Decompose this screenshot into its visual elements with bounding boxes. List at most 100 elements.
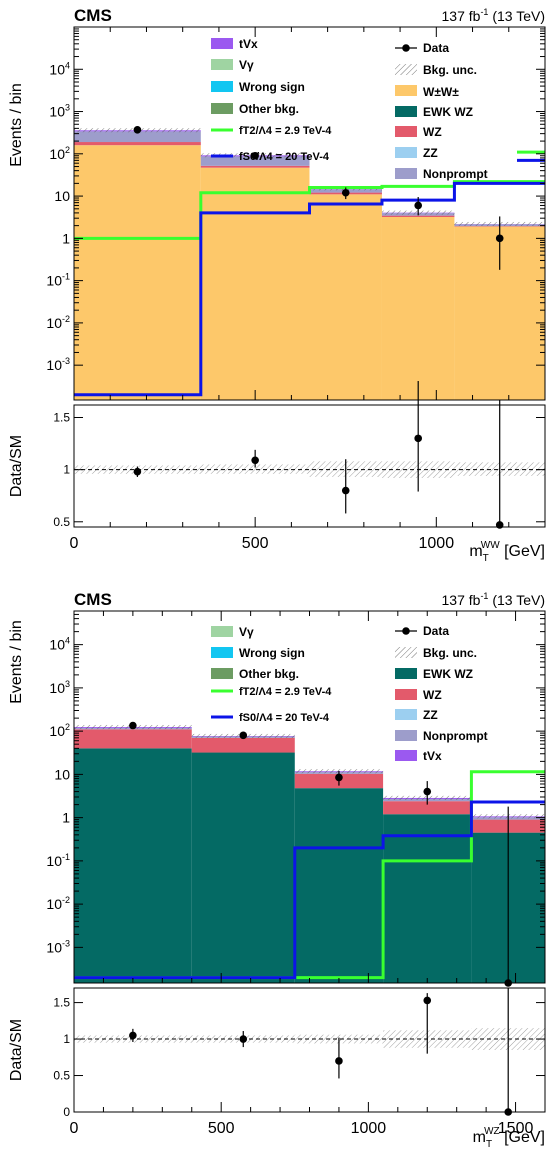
ratio-tick-label: 0: [63, 1105, 70, 1119]
stack-bar: [201, 166, 310, 168]
legend-label: Vγ: [239, 625, 254, 639]
legend-label: tVx: [239, 37, 258, 51]
legend-label: Other bkg.: [239, 667, 299, 681]
stack-bar: [383, 814, 471, 983]
cms-label: CMS: [74, 6, 112, 25]
y-tick-label: 1: [62, 230, 70, 246]
x-tick-label: 0: [70, 535, 79, 552]
legend-label: Other bkg.: [239, 102, 299, 116]
y-tick-label: 10-3: [46, 356, 70, 373]
legend-label: Bkg. unc.: [423, 646, 477, 660]
stack-bar: [74, 748, 192, 983]
data-point: [496, 235, 504, 243]
legend-label: Wrong sign: [239, 80, 305, 94]
x-tick-label: 500: [242, 535, 269, 552]
y-axis-title: Events / bin: [8, 83, 25, 167]
legend-label: Bkg. unc.: [423, 63, 477, 77]
ratio-tick-label: 0.5: [53, 515, 70, 529]
legend-label: WZ: [423, 125, 442, 139]
legend-label: ZZ: [423, 146, 438, 160]
y-tick-label: 103: [49, 679, 70, 696]
stack-bar: [310, 194, 382, 400]
y-tick-label: 10-2: [46, 895, 70, 912]
legend-label: ZZ: [423, 708, 438, 722]
legend-label: Nonprompt: [423, 167, 488, 181]
ratio-point: [251, 456, 259, 464]
y-tick-label: 103: [49, 103, 70, 120]
legend-data-point: [402, 44, 410, 52]
cms-label: CMS: [74, 590, 112, 609]
x-axis-title: mTWW [GeV]: [469, 540, 545, 564]
energy-label: (13 TeV): [488, 8, 545, 24]
legend-label: Wrong sign: [239, 646, 305, 660]
legend-swatch-vgamma: [211, 626, 233, 637]
y-tick-label: 10-3: [46, 938, 70, 955]
y-tick-label: 10-1: [46, 852, 70, 869]
lumi-value: 137 fb: [442, 592, 481, 608]
y-tick-label: 102: [49, 145, 70, 162]
y-tick-label: 10-1: [46, 272, 70, 289]
y-axis-title: Events / bin: [8, 620, 25, 704]
legend-swatch-ww: [395, 85, 417, 96]
y-tick-label: 10: [54, 188, 70, 204]
data-point: [423, 788, 431, 796]
legend-label: fT2/Λ4 = 2.9 TeV-4: [239, 686, 332, 698]
data-point: [414, 202, 422, 210]
y-tick-label: 10: [54, 766, 70, 782]
legend-swatch-bkg-unc: [395, 647, 417, 658]
chart-mtww: CMS 137 fb-1 (13 TeV) 10-310-210-1110102…: [8, 6, 545, 564]
stack-bar: [382, 217, 454, 400]
legend-swatch-nonprompt: [395, 168, 417, 179]
data-point: [342, 189, 350, 197]
legend-label: Data: [423, 624, 449, 638]
stack-bar: [74, 142, 201, 145]
data-point: [134, 126, 142, 134]
lumi-label: 137 fb-1 (13 TeV): [442, 591, 546, 608]
legend-label: fS0/Λ4 = 20 TeV-4: [239, 712, 330, 724]
ratio-axis-title: Data/SM: [8, 435, 25, 497]
legend-label: tVx: [423, 749, 442, 763]
legend-swatch-other-bkg: [211, 668, 233, 679]
ratio-point: [239, 1035, 247, 1043]
legend-label: W±W±: [423, 85, 459, 99]
legend-label: Nonprompt: [423, 729, 488, 743]
legend-swatch-other-bkg: [211, 103, 233, 114]
legend-swatch-ewk-wz: [395, 668, 417, 679]
legend-swatch-wrong-sign: [211, 647, 233, 658]
ratio-point: [496, 521, 504, 529]
ratio-tick-label: 1.5: [53, 996, 70, 1010]
chart-mtwz: CMS 137 fb-1 (13 TeV) 10-3 10-2 10-1 1 10 102…: [8, 590, 545, 1150]
x-tick-label: 500: [208, 1120, 235, 1137]
x-tick-label: 0: [70, 1120, 79, 1137]
ratio-tick-label: 1: [63, 463, 70, 477]
x-tick-label: 1000: [419, 535, 455, 552]
ratio-axis-title: Data/SM: [8, 1019, 25, 1081]
lumi-value: 137 fb: [442, 8, 481, 24]
legend-swatch-wz: [395, 126, 417, 137]
legend-swatch-wrong-sign: [211, 81, 233, 92]
legend-label: WZ: [423, 688, 442, 702]
legend-label: Vγ: [239, 58, 254, 72]
legend-swatch-zz: [395, 709, 417, 720]
y-tick-label: 1: [62, 810, 70, 826]
stack-bar: [201, 168, 310, 400]
stack-bar: [295, 788, 383, 983]
legend-swatch-tvx: [211, 38, 233, 49]
ratio-plot-area: 0.5 1 1.5 0 500 1000: [53, 381, 545, 552]
data-point: [335, 774, 343, 782]
legend-label: fT2/Λ4 = 2.9 TeV-4: [239, 125, 332, 137]
legend-label: EWK WZ: [423, 105, 473, 119]
legend: tVx Vγ Wrong sign Other bkg. fT2/Λ4 = 2.…: [211, 37, 488, 181]
ratio-tick-label: 0.5: [53, 1069, 70, 1083]
ratio-plot-area: 0 0.5 1 1.5 0 500 1000 1500: [53, 988, 545, 1137]
data-point: [239, 732, 247, 740]
ratio-point: [129, 1032, 137, 1040]
legend-label: Data: [423, 41, 449, 55]
legend-swatch-tvx: [395, 750, 417, 761]
legend-data-point: [402, 627, 410, 635]
stack-bar: [192, 753, 295, 983]
y-tick-label: 102: [49, 722, 70, 739]
stack-bar: [382, 216, 454, 217]
lumi-sup: -1: [480, 7, 488, 17]
